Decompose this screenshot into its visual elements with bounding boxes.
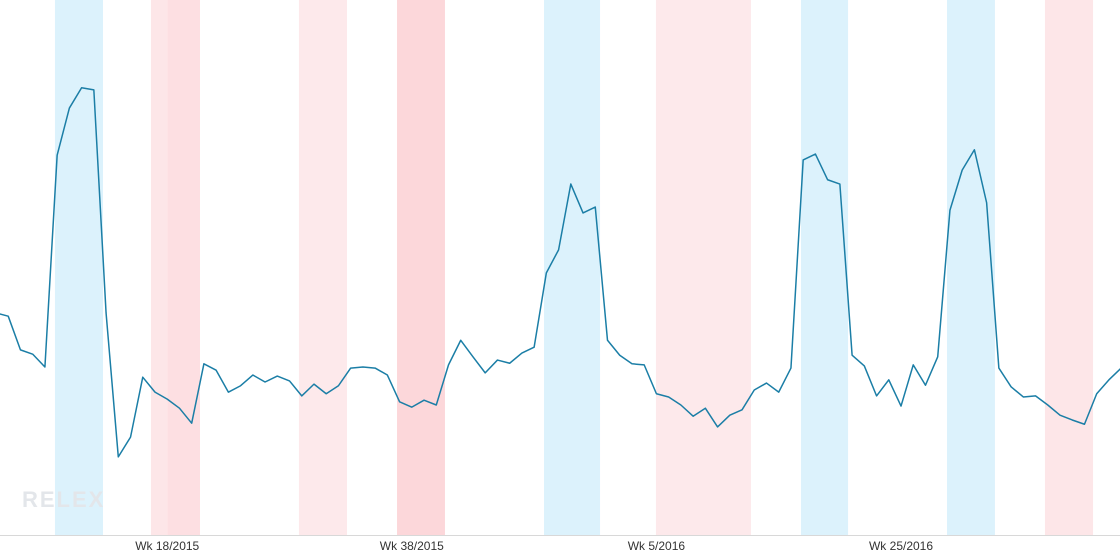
highlight-band: [947, 0, 995, 535]
x-tick-label: Wk 18/2015: [135, 539, 199, 553]
highlight-band: [150, 0, 168, 535]
highlight-band: [800, 0, 849, 535]
x-tick-label: Wk 38/2015: [380, 539, 444, 553]
highlight-band: [298, 0, 348, 535]
highlight-band: [1044, 0, 1094, 535]
highlight-band: [544, 0, 601, 535]
series-line: [0, 86, 1120, 458]
highlight-band: [655, 0, 751, 535]
highlight-band: [54, 0, 104, 535]
highlight-band: [397, 0, 445, 535]
highlight-band: [167, 0, 200, 535]
x-tick-label: Wk 25/2016: [869, 539, 933, 553]
logo: RELEX: [22, 487, 105, 512]
bands: [54, 0, 1094, 535]
x-tick-label: Wk 5/2016: [628, 539, 686, 553]
